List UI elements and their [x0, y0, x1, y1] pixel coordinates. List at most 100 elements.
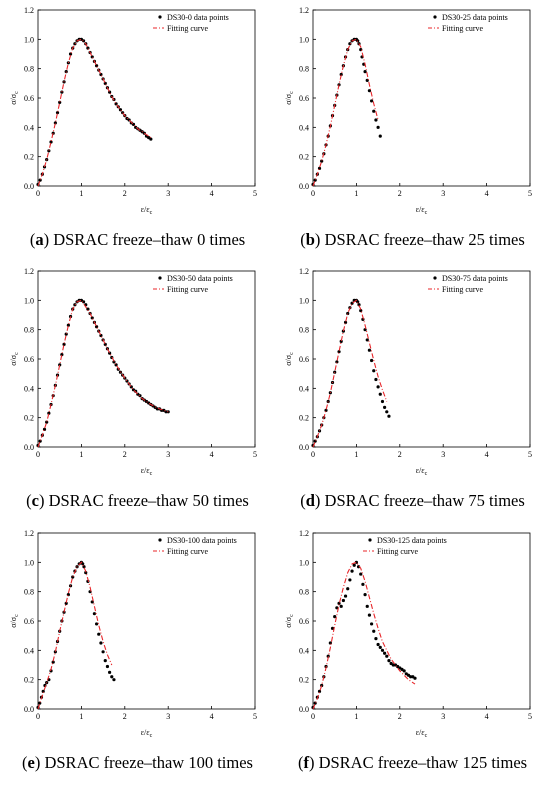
y-axis-label: σ/σc [9, 614, 20, 628]
caption-c: (c) DSRAC freeze–thaw 50 times [26, 491, 249, 510]
y-tick-label: 0.2 [24, 153, 34, 162]
x-axis-label: ε/εc [416, 205, 428, 216]
x-tick-label: 5 [528, 450, 532, 459]
caption-a: (a) DSRAC freeze–thaw 0 times [29, 230, 246, 249]
data-point [81, 39, 86, 43]
data-point [335, 360, 339, 364]
y-tick-label: 0.6 [299, 355, 309, 364]
data-point [51, 660, 55, 664]
caption-f: (f) DSRAC freeze–thaw 125 times [297, 753, 528, 772]
x-tick-label: 0 [311, 189, 315, 198]
x-tick-label: 3 [166, 189, 170, 198]
x-axis-label-sub: c [425, 733, 428, 739]
data-point [101, 650, 105, 654]
caption-text: DSRAC freeze–thaw 25 times [324, 230, 525, 249]
fitting-curve [312, 38, 379, 187]
y-tick-label: 0.6 [24, 355, 34, 364]
x-tick-label: 1 [354, 712, 358, 721]
plot-frame [37, 270, 256, 448]
caption-d: (d) DSRAC freeze–thaw 75 times [300, 491, 525, 510]
data-point [92, 612, 97, 616]
x-tick-label: 5 [528, 712, 532, 721]
x-tick-label: 4 [485, 450, 489, 459]
data-point [47, 149, 51, 153]
data-point [374, 377, 378, 382]
caption-letter: a [35, 230, 44, 249]
y-axis-label: σ/σc [284, 614, 295, 628]
data-point [326, 654, 330, 658]
data-point [352, 563, 356, 567]
legend-curve-label: Fitting curve [442, 285, 484, 294]
data-point [348, 578, 352, 582]
y-tick-label: 0.2 [24, 676, 34, 685]
caption-letter: e [27, 753, 35, 772]
y-tick-label: 0.0 [24, 182, 34, 191]
data-point [365, 604, 369, 608]
y-tick-label: 0.6 [24, 94, 34, 103]
data-point [339, 604, 343, 608]
legend-points-label: DS30-100 data points [167, 536, 237, 545]
y-tick-label: 1.2 [24, 267, 34, 276]
data-point [380, 648, 385, 652]
x-axis-label: ε/εc [416, 466, 428, 477]
data-point [330, 626, 335, 630]
chart-panel-d: 0 1 2 3 4 5 0.0 0.2 0.4 0.6 0.8 1.0 1.2 ε/εc σ/σc DS30-… [275, 261, 550, 522]
x-axis-label: ε/εc [141, 205, 153, 216]
x-tick-label: 5 [253, 712, 257, 721]
y-axis-label: σ/σc [284, 352, 295, 366]
data-point [53, 650, 57, 654]
chart-panel-f: 0 1 2 3 4 5 0.0 0.2 0.4 0.6 0.8 1.0 1.2 ε/εc σ/σc DS30-… [275, 523, 550, 784]
y-tick-label: 1.2 [299, 267, 309, 276]
legend-points-label: DS30-50 data points [167, 274, 233, 283]
data-point [372, 109, 376, 113]
data-point [374, 637, 378, 641]
plot-frame [37, 532, 256, 710]
x-tick-label: 2 [123, 189, 127, 198]
y-axis-label-sub: c [289, 352, 295, 355]
data-point [58, 363, 62, 367]
x-tick-label: 0 [36, 450, 40, 459]
data-point [378, 134, 382, 138]
data-point [372, 369, 376, 373]
legend-curve-label: Fitting curve [167, 285, 209, 294]
data-point [55, 111, 60, 115]
data-point [103, 659, 107, 663]
data-point [378, 645, 382, 649]
chart-panel-b: 0 1 2 3 4 5 0.0 0.2 0.4 0.6 0.8 1.0 1.2 ε/εc σ/σc DS30-… [275, 0, 550, 261]
data-point [110, 675, 114, 679]
chart-panel-c: 0 1 2 3 4 5 0.0 0.2 0.4 0.6 0.8 1.0 1.2 ε/εc σ/σc DS30-… [0, 261, 275, 522]
x-tick-label: 0 [36, 712, 40, 721]
x-tick-label: 0 [36, 189, 40, 198]
data-point [361, 582, 365, 586]
chart-svg-b: 0 1 2 3 4 5 0.0 0.2 0.4 0.6 0.8 1.0 1.2 ε/εc σ/σc DS30-… [284, 6, 532, 216]
y-tick-label: 0.8 [299, 326, 309, 335]
data-point [339, 72, 343, 77]
data-point [66, 323, 70, 327]
legend-point-marker [433, 15, 437, 19]
y-axis-label-sub: c [14, 91, 20, 94]
x-axis-label: ε/εc [141, 466, 153, 477]
data-point [326, 399, 330, 404]
x-axis-label-sub: c [150, 471, 153, 477]
data-point [343, 320, 348, 324]
data-point [333, 615, 337, 619]
y-tick-label: 0.4 [24, 123, 34, 132]
legend-points-label: DS30-25 data points [442, 13, 508, 22]
data-point [363, 70, 367, 74]
data-point [346, 311, 350, 316]
y-tick-label: 0.8 [299, 588, 309, 597]
y-axis-label: σ/σc [9, 352, 20, 366]
data-point [49, 140, 53, 144]
data-point [402, 669, 406, 673]
x-tick-label: 1 [354, 189, 358, 198]
y-tick-label: 0.2 [299, 676, 309, 685]
data-point [346, 587, 350, 591]
y-tick-label: 0.4 [24, 384, 34, 393]
y-tick-label: 0.8 [24, 326, 34, 335]
data-point [64, 601, 68, 605]
chart-svg-c: 0 1 2 3 4 5 0.0 0.2 0.4 0.6 0.8 1.0 1.2 ε/εc σ/σc DS30-… [9, 267, 257, 477]
data-points-a [36, 37, 153, 187]
data-point [337, 601, 341, 605]
y-tick-label: 1.2 [299, 529, 309, 538]
data-point [112, 678, 116, 682]
